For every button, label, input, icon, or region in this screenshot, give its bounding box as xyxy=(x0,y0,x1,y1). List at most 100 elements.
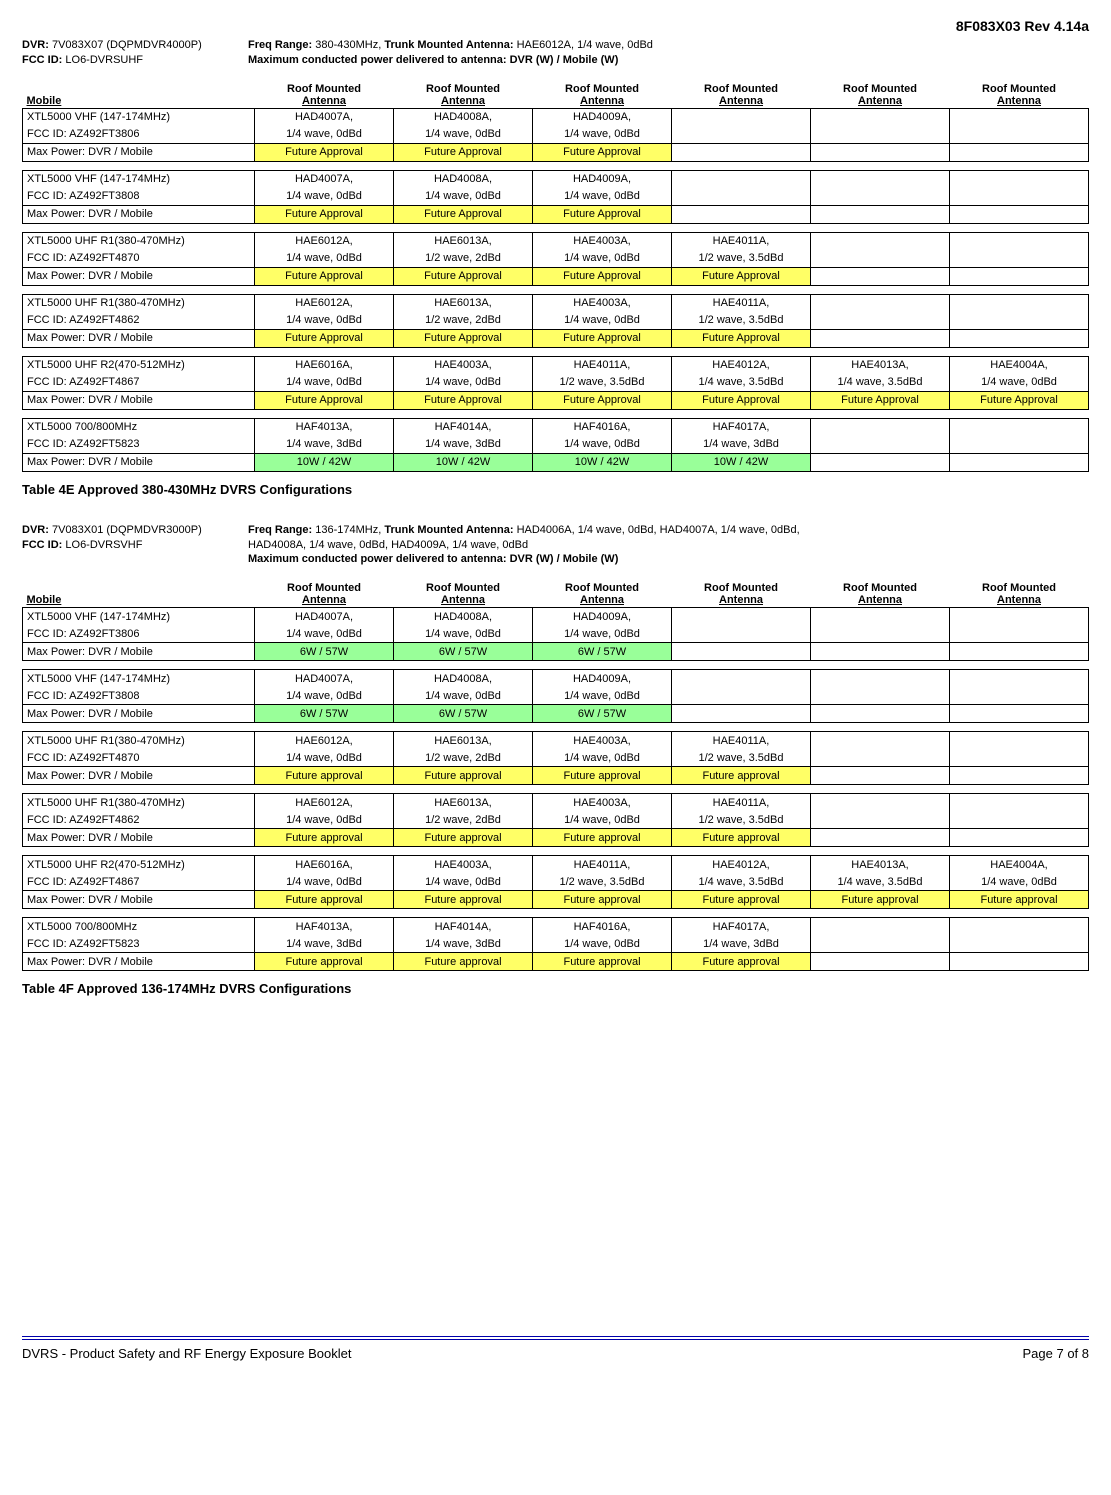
trunk-label: Trunk Mounted Antenna: xyxy=(384,524,513,536)
col-header: Roof MountedAntenna xyxy=(533,581,672,608)
col-header: Roof MountedAntenna xyxy=(950,82,1089,109)
antenna-cell xyxy=(811,250,950,268)
maxpower-label: Max Power: DVR / Mobile xyxy=(23,643,255,661)
antenna-cell xyxy=(672,126,811,144)
maxpower-cell xyxy=(811,829,950,847)
antenna-cell xyxy=(672,625,811,643)
mobile-fccid: FCC ID: AZ492FT4862 xyxy=(23,811,255,829)
maxpower-cell: Future approval xyxy=(394,953,533,971)
mobile-fccid: FCC ID: AZ492FT3808 xyxy=(23,188,255,206)
col-header: Roof MountedAntenna xyxy=(255,581,394,608)
antenna-cell: 1/4 wave, 3dBd xyxy=(394,436,533,454)
antenna-cell: 1/4 wave, 0dBd xyxy=(255,312,394,330)
maxpower-cell: Future approval xyxy=(533,953,672,971)
mobile-name: XTL5000 UHF R1(380-470MHz) xyxy=(23,732,255,750)
maxpower-cell: Future approval xyxy=(255,891,394,909)
antenna-cell: 1/4 wave, 0dBd xyxy=(533,188,672,206)
antenna-cell: HAE4003A, xyxy=(533,794,672,812)
antenna-cell: HAD4008A, xyxy=(394,108,533,126)
col-header: Roof MountedAntenna xyxy=(672,82,811,109)
antenna-cell: HAD4008A, xyxy=(394,170,533,188)
freq-value: 136-174MHz, xyxy=(315,524,381,536)
antenna-cell: HAF4017A, xyxy=(672,918,811,936)
antenna-cell xyxy=(950,170,1089,188)
antenna-cell: 1/2 wave, 2dBd xyxy=(394,811,533,829)
maxpower-cell xyxy=(672,643,811,661)
maxpower-cell: Future approval xyxy=(533,767,672,785)
mobile-fccid: FCC ID: AZ492FT4870 xyxy=(23,250,255,268)
antenna-cell: HAD4009A, xyxy=(533,170,672,188)
maxpower-cell: Future approval xyxy=(950,891,1089,909)
mobile-name: XTL5000 UHF R2(470-512MHz) xyxy=(23,856,255,874)
footer-rule xyxy=(22,1336,1089,1340)
antenna-cell: 1/4 wave, 0dBd xyxy=(394,188,533,206)
antenna-cell: 1/4 wave, 3dBd xyxy=(255,935,394,953)
mobile-fccid: FCC ID: AZ492FT5823 xyxy=(23,935,255,953)
antenna-cell: HAF4014A, xyxy=(394,918,533,936)
maxpower-cell: Future Approval xyxy=(394,205,533,223)
antenna-cell: HAE6013A, xyxy=(394,732,533,750)
antenna-cell: 1/4 wave, 0dBd xyxy=(255,126,394,144)
antenna-cell: HAE4004A, xyxy=(950,356,1089,374)
maxpower-cell: 6W / 57W xyxy=(533,643,672,661)
antenna-cell xyxy=(672,188,811,206)
maxpower-cell xyxy=(950,205,1089,223)
dvr-label: DVR: xyxy=(22,524,49,536)
antenna-cell: 1/4 wave, 0dBd xyxy=(533,687,672,705)
antenna-cell xyxy=(950,732,1089,750)
maxpower-cell: Future Approval xyxy=(533,205,672,223)
maxpower-cell: Future Approval xyxy=(255,267,394,285)
freq-label: Freq Range: xyxy=(248,39,312,51)
antenna-cell: HAF4016A, xyxy=(533,918,672,936)
antenna-cell xyxy=(672,687,811,705)
antenna-cell: 1/4 wave, 0dBd xyxy=(255,625,394,643)
dvr-value: 7V083X07 (DQPMDVR4000P) xyxy=(52,39,202,51)
antenna-cell xyxy=(672,670,811,688)
antenna-cell: HAD4008A, xyxy=(394,608,533,626)
antenna-cell: 1/4 wave, 0dBd xyxy=(533,312,672,330)
antenna-cell: HAF4016A, xyxy=(533,418,672,436)
maxpower-cell: Future Approval xyxy=(533,329,672,347)
mobile-header: Mobile xyxy=(23,581,255,608)
mobile-name: XTL5000 VHF (147-174MHz) xyxy=(23,670,255,688)
antenna-cell xyxy=(950,418,1089,436)
antenna-cell xyxy=(811,687,950,705)
antenna-cell: 1/4 wave, 0dBd xyxy=(950,873,1089,891)
antenna-cell: HAE4003A, xyxy=(533,294,672,312)
antenna-cell xyxy=(811,749,950,767)
mobile-fccid: FCC ID: AZ492FT4867 xyxy=(23,374,255,392)
maxpower-cell xyxy=(950,829,1089,847)
antenna-cell: HAE4004A, xyxy=(950,856,1089,874)
antenna-cell: HAF4013A, xyxy=(255,918,394,936)
table-4e: Mobile Roof MountedAntenna Roof MountedAnt… xyxy=(22,82,1089,472)
antenna-cell: 1/4 wave, 0dBd xyxy=(533,811,672,829)
antenna-cell: HAE6012A, xyxy=(255,732,394,750)
fcc-value: LO6-DVRSUHF xyxy=(65,54,143,66)
mobile-fccid: FCC ID: AZ492FT4862 xyxy=(23,312,255,330)
mobile-fccid: FCC ID: AZ492FT4870 xyxy=(23,749,255,767)
mobile-header: Mobile xyxy=(23,82,255,109)
maxpower-cell xyxy=(950,643,1089,661)
fcc-label: FCC ID: xyxy=(22,539,62,551)
maxpower-label: Max Power: DVR / Mobile xyxy=(23,329,255,347)
antenna-cell xyxy=(950,312,1089,330)
freq-label: Freq Range: xyxy=(248,524,312,536)
maxpower-cell xyxy=(811,767,950,785)
maxpower-cell: Future Approval xyxy=(811,391,950,409)
antenna-cell xyxy=(950,126,1089,144)
antenna-cell: 1/4 wave, 0dBd xyxy=(533,250,672,268)
antenna-cell xyxy=(950,188,1089,206)
table-4f: MobileRoof MountedAntennaRoof MountedAnt… xyxy=(22,581,1089,971)
maxpower-cell: Future approval xyxy=(394,891,533,909)
antenna-cell xyxy=(672,108,811,126)
mobile-fccid: FCC ID: AZ492FT3808 xyxy=(23,687,255,705)
maxpower-cell xyxy=(672,705,811,723)
trunk-value: HAD4006A, 1/4 wave, 0dBd, HAD4007A, 1/4 … xyxy=(517,524,800,536)
maxpwr-line: Maximum conducted power delivered to ant… xyxy=(248,53,1089,68)
mobile-name: XTL5000 700/800MHz xyxy=(23,918,255,936)
antenna-cell: 1/4 wave, 3dBd xyxy=(255,436,394,454)
antenna-cell xyxy=(950,625,1089,643)
mobile-name: XTL5000 VHF (147-174MHz) xyxy=(23,608,255,626)
antenna-cell: HAD4007A, xyxy=(255,170,394,188)
maxpower-cell: Future approval xyxy=(394,829,533,847)
